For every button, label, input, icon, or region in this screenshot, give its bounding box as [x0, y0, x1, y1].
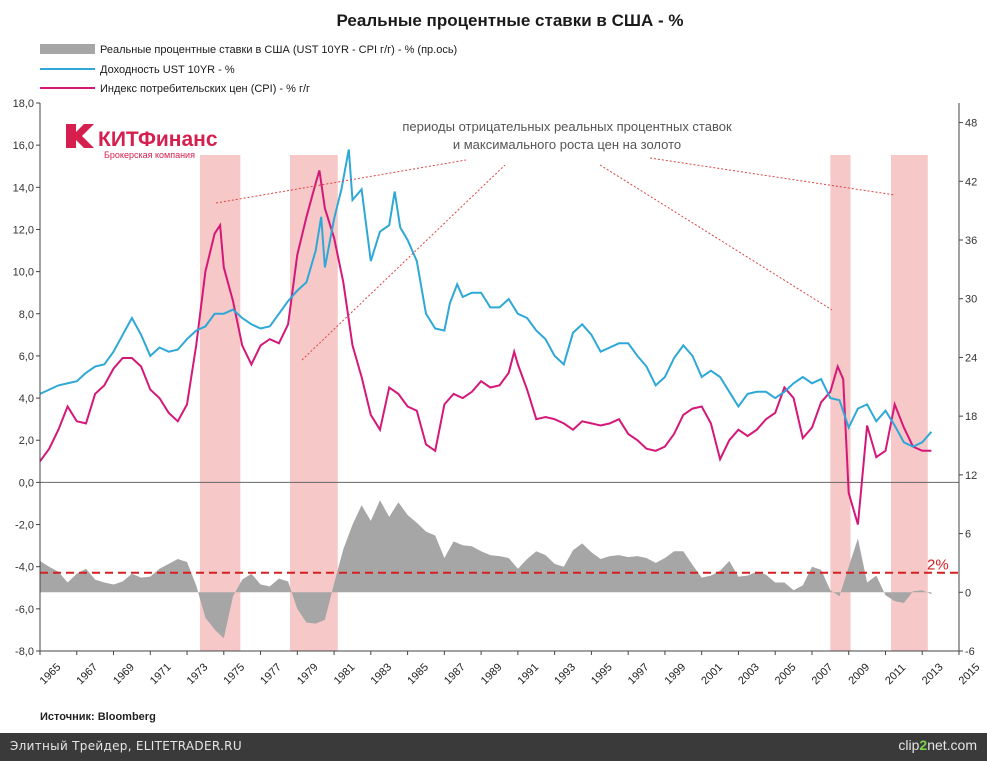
logo-subtitle: Брокерская компания	[104, 150, 195, 160]
y-right-tick-label: 48	[965, 118, 977, 130]
series-line-ust	[39, 149, 933, 448]
x-tick-label: 1999	[663, 661, 689, 687]
x-tick-label: 1983	[368, 661, 394, 687]
x-tick-label: 2011	[883, 662, 908, 687]
x-tick-label: 2013	[920, 661, 946, 687]
annotation-line-2: и максимального роста цен на золото	[453, 137, 681, 152]
footer-watermark-pre: clip	[898, 737, 920, 753]
x-tick-label: 1995	[589, 661, 615, 687]
x-tick-label: 1975	[221, 661, 247, 687]
legend-label-ust: Доходность UST 10YR - %	[100, 64, 235, 76]
highlight-period-4	[890, 155, 928, 651]
x-tick-label: 2005	[773, 661, 799, 687]
y-right-tick-label: 36	[965, 235, 977, 247]
logo: КИТФинанс Брокерская компания	[66, 124, 218, 160]
x-tick-label: 1977	[258, 661, 284, 687]
chart-title: Реальные процентные ставки в США - %	[337, 11, 684, 30]
highlight-periods	[199, 155, 928, 651]
y-right-tick-label: 6	[965, 529, 971, 541]
y-left-tick-label: -2,0	[15, 520, 34, 532]
reference-line-label: 2%	[927, 557, 949, 574]
x-tick-label: 2007	[810, 661, 836, 687]
footer-bar: Элитный Трейдер, ELITETRADER.RU clip2net…	[0, 733, 987, 761]
y-right-tick-label: 42	[965, 176, 977, 188]
highlight-period-1	[199, 155, 241, 651]
y-left-tick-label: 2,0	[19, 435, 34, 447]
y-left-tick-label: 4,0	[19, 393, 34, 405]
x-tick-label: 1985	[405, 661, 431, 687]
x-tick-label: 1969	[111, 661, 137, 687]
x-tick-label: 1993	[552, 661, 578, 687]
legend-swatch-real-rate	[40, 44, 95, 54]
chart: Реальные процентные ставки в США - % Реа…	[13, 11, 983, 723]
y-left-tick-label: 14,0	[13, 182, 34, 194]
y-right-tick-label: 18	[965, 411, 977, 423]
annotation-pointer-2	[301, 164, 506, 361]
x-ticks: 1965 1967 1969 1971 1973 1975 1977 1979 1981 1983…	[38, 651, 983, 687]
x-tick-label: 1979	[295, 661, 321, 687]
legend: Реальные процентные ставки в США (UST 10…	[40, 44, 457, 95]
series-line-cpi	[39, 170, 932, 525]
x-tick-label: 1965	[38, 661, 64, 687]
y-left-tick-label: 18,0	[13, 98, 34, 110]
x-tick-label: 2001	[699, 661, 725, 687]
x-tick-label: 1997	[626, 661, 652, 687]
source-note: Источник: Bloomberg	[40, 711, 156, 723]
y-left-tick-label: -4,0	[15, 562, 34, 574]
y-ticks-left: 18,0 16,0 14,0 12,0 10,0 8,0 6,0 4,0 2,0 0,0 -2,0 -…	[13, 98, 40, 658]
y-right-tick-label: -6	[965, 646, 975, 658]
x-tick-label: 1991	[516, 661, 542, 687]
y-left-tick-label: -6,0	[15, 604, 34, 616]
y-ticks-right: 48 42 36 30 24 18 12 6 0 -6	[959, 118, 977, 658]
x-tick-label: 1981	[332, 661, 358, 687]
kit-logo-icon	[66, 124, 94, 148]
y-left-tick-label: 8,0	[19, 309, 34, 321]
annotation-pointer-1	[215, 159, 467, 204]
y-left-tick-label: 10,0	[13, 267, 34, 279]
footer-watermark: clip2net.com	[898, 737, 977, 753]
y-left-tick-label: 12,0	[13, 224, 34, 236]
y-left-tick-label: 0,0	[19, 477, 34, 489]
legend-label-real-rate: Реальные процентные ставки в США (UST 10…	[100, 44, 457, 56]
legend-label-cpi: Индекс потребительских цен (CPI) - % г/г	[100, 83, 310, 95]
x-tick-label: 1971	[148, 661, 174, 687]
x-tick-label: 1989	[479, 661, 505, 687]
annotation-pointer-4	[649, 157, 896, 196]
x-tick-label: 1967	[74, 661, 100, 687]
y-right-tick-label: 12	[965, 470, 977, 482]
x-tick-label: 2015	[957, 661, 983, 687]
y-right-tick-label: 0	[965, 587, 971, 599]
x-tick-label: 2009	[846, 661, 872, 687]
y-right-tick-label: 24	[965, 352, 977, 364]
annotation-line-1: периоды отрицательных реальных процентны…	[402, 119, 732, 134]
y-left-tick-label: 6,0	[19, 351, 34, 363]
annotation-pointer-3	[599, 164, 833, 311]
x-tick-label: 1973	[185, 661, 211, 687]
footer-watermark-hl: 2	[919, 737, 928, 753]
y-right-tick-label: 30	[965, 294, 977, 306]
x-tick-label: 2003	[736, 661, 762, 687]
series-area-real-rate	[40, 500, 932, 639]
footer-watermark-post: net.com	[927, 737, 977, 753]
footer-site-label: Элитный Трейдер, ELITETRADER.RU	[10, 739, 242, 753]
x-tick-label: 1987	[442, 661, 468, 687]
logo-text: КИТФинанс	[98, 128, 218, 151]
annotation: периоды отрицательных реальных процентны…	[215, 119, 896, 361]
y-left-tick-label: 16,0	[13, 140, 34, 152]
y-left-tick-label: -8,0	[15, 646, 34, 658]
